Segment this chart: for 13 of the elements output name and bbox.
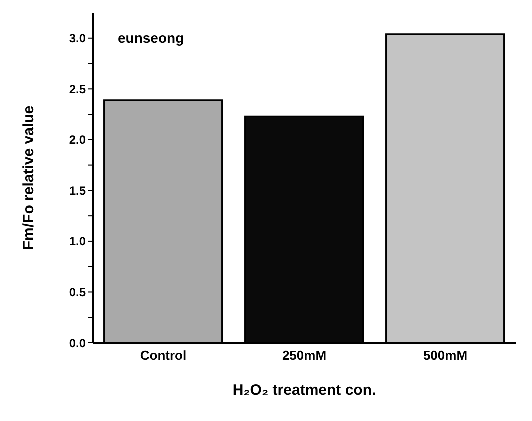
x-tick-label: 250mM: [282, 348, 327, 364]
y-tick-label: 1.5: [69, 184, 86, 198]
x-axis-title: H₂O₂ treatment con.: [232, 382, 376, 399]
annotation: eunseong: [118, 30, 184, 46]
y-axis-title: Fm/Fo relative value: [20, 106, 38, 250]
y-tick-label: 3.0: [69, 32, 86, 46]
x-tick-label: Control: [140, 348, 187, 364]
y-tick-label: 0.5: [69, 285, 86, 300]
y-tick-label: 2.5: [69, 82, 86, 96]
y-tick-label: 1.0: [69, 234, 86, 249]
y-tick-label: 0.0: [69, 336, 86, 350]
y-tick-label: 2.0: [69, 133, 86, 148]
x-tick-label: 500mM: [423, 348, 468, 364]
